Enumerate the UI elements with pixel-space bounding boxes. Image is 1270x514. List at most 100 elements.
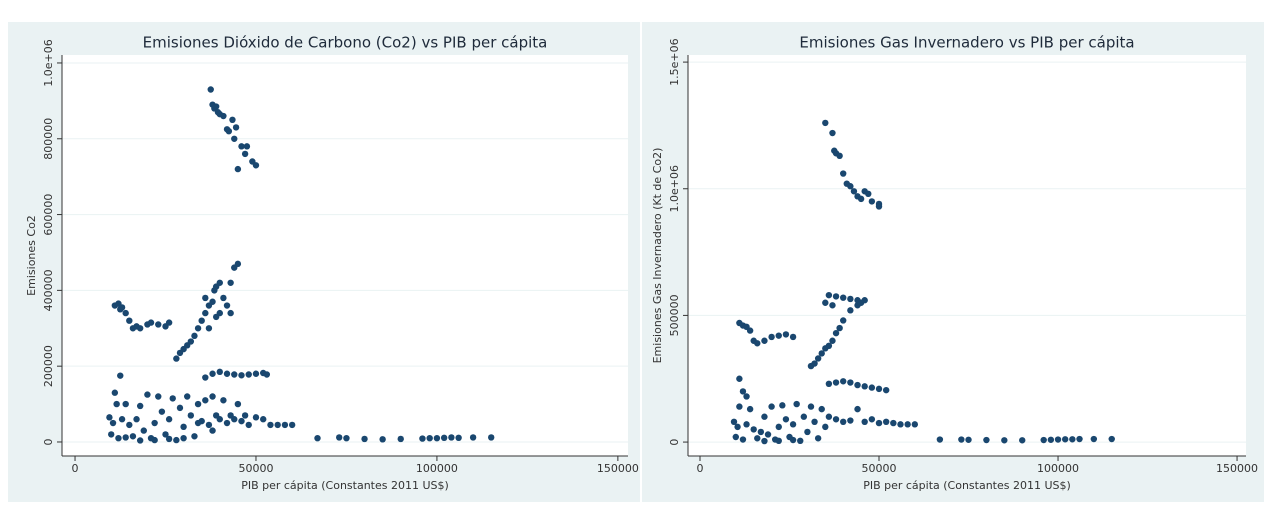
point xyxy=(757,428,765,436)
y-tick-label: 200000 xyxy=(42,345,55,387)
point xyxy=(198,317,205,324)
point xyxy=(779,402,786,409)
point xyxy=(882,418,890,426)
y-tick-label: 1.0e+06 xyxy=(42,39,55,86)
point xyxy=(865,190,872,198)
point xyxy=(118,304,126,311)
point xyxy=(861,383,868,390)
point xyxy=(216,279,223,286)
point xyxy=(202,397,209,404)
point xyxy=(397,435,404,443)
point xyxy=(739,436,747,443)
point xyxy=(187,412,195,419)
point xyxy=(220,112,227,120)
point xyxy=(165,435,173,443)
point xyxy=(832,293,840,300)
point xyxy=(238,372,245,379)
point xyxy=(832,379,840,386)
point xyxy=(216,368,223,376)
point xyxy=(220,397,227,404)
x-tick-label: 50000 xyxy=(862,462,897,475)
point xyxy=(238,143,245,150)
point xyxy=(847,183,854,190)
point xyxy=(209,393,216,400)
point xyxy=(426,434,433,442)
point xyxy=(173,355,180,362)
point xyxy=(761,437,768,445)
point xyxy=(220,294,227,302)
point xyxy=(836,324,843,332)
point xyxy=(1047,436,1055,443)
point xyxy=(234,400,242,408)
point xyxy=(850,188,858,195)
point xyxy=(151,419,158,427)
point xyxy=(232,124,240,131)
point xyxy=(136,402,144,410)
point xyxy=(245,371,252,378)
point xyxy=(448,434,455,441)
point xyxy=(113,400,120,408)
point xyxy=(136,325,144,332)
point xyxy=(169,395,176,402)
point xyxy=(847,307,854,314)
point xyxy=(857,299,865,306)
point xyxy=(122,434,129,441)
point xyxy=(223,419,231,427)
point xyxy=(840,378,847,385)
point xyxy=(754,340,761,347)
point xyxy=(768,403,775,410)
point xyxy=(1054,436,1062,443)
point xyxy=(209,370,216,377)
point xyxy=(800,413,808,420)
point xyxy=(419,435,426,442)
point xyxy=(911,421,919,428)
point xyxy=(455,434,462,442)
point xyxy=(205,325,213,332)
point xyxy=(241,412,249,419)
point xyxy=(263,371,271,378)
point xyxy=(231,416,238,423)
point xyxy=(811,360,818,367)
point xyxy=(730,418,738,426)
point xyxy=(488,434,495,441)
point xyxy=(165,416,173,423)
chart-title: Emisiones Gas Invernadero vs PIB per cáp… xyxy=(799,34,1134,52)
y-tick-label: 400000 xyxy=(42,269,55,311)
point xyxy=(797,437,804,445)
point xyxy=(165,319,173,326)
point xyxy=(840,418,847,426)
point xyxy=(840,317,847,324)
point xyxy=(739,388,747,395)
point xyxy=(245,421,252,429)
point xyxy=(1001,437,1008,444)
point xyxy=(252,414,260,421)
point xyxy=(202,294,209,302)
point xyxy=(829,302,836,309)
point xyxy=(158,408,166,415)
point xyxy=(847,379,854,386)
point xyxy=(804,428,811,436)
point xyxy=(746,405,754,413)
x-tick-label: 100000 xyxy=(1037,462,1079,475)
x-tick-label: 150000 xyxy=(1216,462,1258,475)
y-tick-label: 800000 xyxy=(42,118,55,160)
point xyxy=(1040,436,1047,444)
point xyxy=(1108,435,1115,443)
y-axis-label: Emisiones Co2 xyxy=(25,215,38,296)
point xyxy=(847,295,854,303)
y-tick-label: 500000 xyxy=(668,294,681,336)
point xyxy=(234,165,242,173)
point xyxy=(818,350,825,357)
point xyxy=(734,423,741,431)
point xyxy=(818,405,825,413)
point xyxy=(147,319,155,326)
point xyxy=(108,431,115,438)
point xyxy=(140,427,147,434)
point xyxy=(807,403,815,410)
point xyxy=(811,418,818,426)
point xyxy=(958,436,965,443)
point xyxy=(822,119,829,127)
point xyxy=(136,437,144,444)
y-axis-label: Emisiones Gas Invernadero (Kt de Co2) xyxy=(651,148,664,364)
x-axis-label: PIB per cápita (Constantes 2011 US$) xyxy=(863,479,1071,492)
